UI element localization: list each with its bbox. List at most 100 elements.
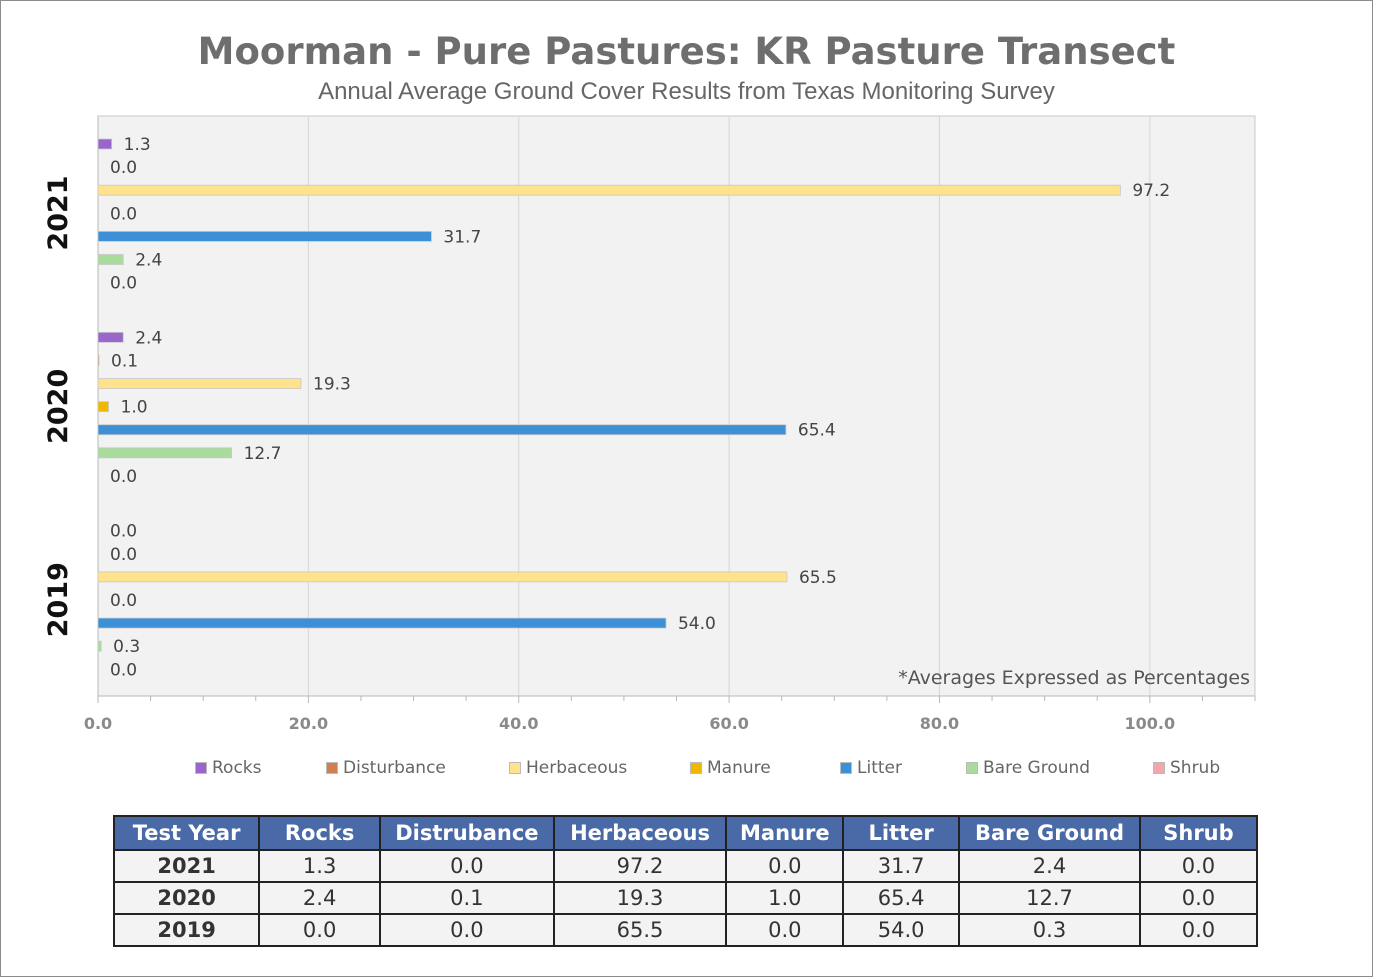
data-label: 0.0	[110, 274, 137, 294]
bar-litter	[97, 617, 667, 629]
bar-disturbance	[97, 355, 100, 366]
y-category-label: 2021	[43, 175, 74, 250]
table-cell: 0.3	[958, 913, 1141, 947]
chart-subtitle: Annual Average Ground Cover Results from…	[318, 78, 1055, 105]
data-label: 1.3	[124, 135, 151, 155]
table-cell: 0.0	[1138, 913, 1259, 947]
table-row: 2019 0.0 0.0 65.5 0.0 54.0 0.3 0.0	[112, 913, 1259, 947]
x-tick-label: 40.0	[499, 714, 538, 733]
table-cell: 65.4	[842, 881, 961, 915]
legend-swatch	[690, 762, 702, 774]
legend-item: Disturbance	[326, 758, 446, 778]
bar-herbaceous	[97, 378, 302, 389]
data-label: 0.0	[110, 660, 137, 680]
table-cell: 0.0	[379, 913, 555, 947]
table-header-cell: Litter	[842, 815, 961, 851]
legend-label: Litter	[857, 758, 902, 778]
table-row: 2021 1.3 0.0 97.2 0.0 31.7 2.4 0.0	[112, 849, 1259, 883]
table-cell: 0.0	[379, 849, 555, 883]
legend-label: Rocks	[212, 758, 262, 778]
table-row: 2020 2.4 0.1 19.3 1.0 65.4 12.7 0.0	[112, 881, 1259, 915]
data-label: 0.0	[110, 545, 137, 565]
x-tick-label: 0.0	[84, 714, 112, 733]
table-cell: 65.5	[552, 913, 728, 947]
legend-label: Bare Ground	[983, 758, 1091, 778]
table-cell: 2.4	[958, 849, 1141, 883]
table-cell: 19.3	[552, 881, 728, 915]
bar-rocks	[97, 138, 113, 150]
table-cell: 0.0	[258, 913, 382, 947]
table-cell: 31.7	[842, 849, 961, 883]
x-tick-label: 20.0	[289, 714, 328, 733]
bar-litter	[97, 230, 432, 242]
table-header-cell: Manure	[725, 815, 845, 851]
table-cell: 0.1	[379, 881, 555, 915]
chart-title: Moorman - Pure Pastures: KR Pasture Tran…	[197, 30, 1176, 73]
legend-swatch	[840, 762, 852, 774]
table-cell: 2.4	[258, 881, 382, 915]
data-label: 1.0	[121, 398, 148, 418]
legend-item: Litter	[840, 758, 902, 778]
legend-label: Manure	[707, 758, 771, 778]
table-header-cell: Distrubance	[379, 815, 555, 851]
data-label: 0.0	[110, 467, 137, 487]
chart-legend: Rocks Disturbance Herbaceous Manure Litter Ba…	[195, 758, 1235, 780]
table-cell: 97.2	[552, 849, 728, 883]
data-label: 31.7	[443, 227, 481, 247]
table-cell: 0.0	[1138, 849, 1259, 883]
data-label: 2.4	[135, 328, 162, 348]
table-header-cell: Herbaceous	[552, 815, 728, 851]
table-header-cell: Shrub	[1138, 815, 1259, 851]
bar-bare-ground	[97, 254, 124, 265]
data-label: 2.4	[135, 251, 162, 271]
bar-bare-ground	[97, 640, 102, 652]
table-cell: 0.0	[725, 849, 845, 883]
table-cell: 1.3	[258, 849, 382, 883]
legend-item: Herbaceous	[509, 758, 627, 778]
y-category-label: 2019	[43, 562, 74, 637]
table-header-cell: Test Year	[112, 815, 261, 851]
legend-swatch	[966, 762, 978, 774]
x-tick-label: 60.0	[709, 714, 748, 733]
legend-swatch	[1153, 762, 1165, 774]
bar-bare-ground	[97, 447, 232, 459]
data-label: 0.0	[110, 158, 137, 178]
bar-herbaceous	[97, 184, 1121, 196]
data-label: 19.3	[313, 375, 351, 395]
legend-swatch	[326, 762, 338, 774]
table-cell: 0.0	[725, 913, 845, 947]
data-label: 12.7	[244, 444, 282, 464]
bar-litter	[97, 424, 787, 436]
legend-label: Disturbance	[343, 758, 446, 778]
table-cell: 0.0	[1138, 881, 1259, 915]
table-cell: 1.0	[725, 881, 845, 915]
legend-item: Rocks	[195, 758, 262, 778]
legend-item: Shrub	[1153, 758, 1220, 778]
bar-herbaceous	[97, 571, 788, 583]
table-cell: 12.7	[958, 881, 1141, 915]
table-header-cell: Rocks	[258, 815, 382, 851]
data-label: 54.0	[678, 614, 716, 634]
table-header-row: Test Year Rocks Distrubance Herbaceous Manur…	[112, 815, 1259, 851]
legend-item: Manure	[690, 758, 771, 778]
data-label: 0.0	[110, 204, 137, 224]
data-label: 97.2	[1132, 181, 1170, 201]
legend-swatch	[195, 762, 207, 774]
table-header-cell: Bare Ground	[958, 815, 1141, 851]
table-year-cell: 2021	[112, 849, 261, 883]
x-tick-label: 80.0	[920, 714, 959, 733]
table-year-cell: 2020	[112, 881, 261, 915]
table-cell: 54.0	[842, 913, 961, 947]
legend-label: Shrub	[1170, 758, 1221, 778]
legend-swatch	[509, 762, 521, 774]
table-body: 2021 1.3 0.0 97.2 0.0 31.7 2.4 0.0 2020 2.4 0.1 19.…	[112, 849, 1259, 947]
legend-label: Herbaceous	[526, 758, 628, 778]
plot-area	[97, 115, 1256, 697]
data-label: 65.5	[799, 568, 837, 588]
data-label: 0.1	[111, 351, 138, 371]
data-label: 0.0	[110, 591, 137, 611]
legend-item: Bare Ground	[966, 758, 1090, 778]
y-category-label: 2020	[43, 369, 74, 444]
chart-annotation: *Averages Expressed as Percentages	[898, 667, 1250, 689]
